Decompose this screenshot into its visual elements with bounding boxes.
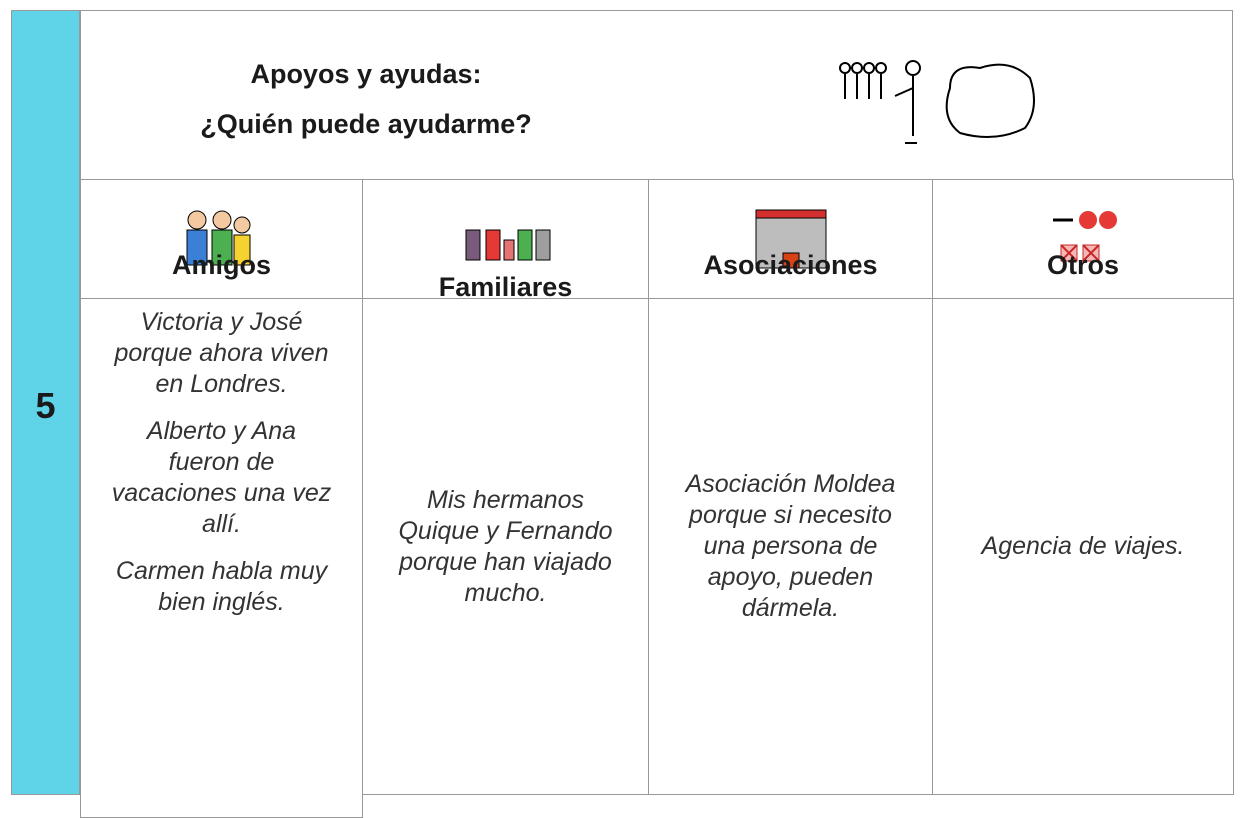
text-line: porque ahora viven xyxy=(114,339,329,367)
column-body: Asociación Moldea porque si necesito una p… xyxy=(648,298,933,795)
text-line: bien inglés. xyxy=(158,588,285,616)
column-header: Otros xyxy=(932,179,1234,299)
column-header: Familiares xyxy=(362,179,649,302)
text-line: en Londres. xyxy=(155,370,288,398)
text-line: apoyo, pueden xyxy=(707,563,874,591)
side-bar xyxy=(11,10,80,795)
column-header: Asociaciones xyxy=(648,179,933,299)
text-line: Victoria y José xyxy=(140,308,303,336)
text-line: Asociación Moldea xyxy=(685,470,896,498)
text-line: Carmen habla muy xyxy=(115,557,328,585)
body-paragraph: Agencia de viajes. xyxy=(982,531,1185,562)
body-paragraph: Alberto y Ana fueron de vacaciones una vez… xyxy=(112,416,332,540)
page: 5 Apoyos y ayudas: ¿Quién puede ayudarme… xyxy=(11,10,1234,818)
column-label: Asociaciones xyxy=(703,250,878,280)
text-line: porque si necesito xyxy=(689,501,892,529)
text-line: mucho. xyxy=(464,578,547,607)
text-line: fueron de xyxy=(168,448,275,476)
text-line: dármela. xyxy=(741,594,840,622)
column-icon xyxy=(755,209,826,269)
title-line: ¿Quién puede ayudarme? xyxy=(200,109,532,139)
header-icon xyxy=(839,60,1035,144)
body-paragraph: Carmen habla muy bien inglés. xyxy=(116,556,327,618)
body-paragraph: Mis hermanos Quique y Fernando porque han … xyxy=(398,485,612,609)
column-label: Familiares xyxy=(438,272,573,302)
text-line: una persona de xyxy=(703,532,878,560)
text-line: Quique y Fernando xyxy=(398,516,613,545)
header: Apoyos y ayudas: ¿Quién puede ayudarme? xyxy=(80,10,1233,180)
column-body: Victoria y José porque ahora viven en Lond… xyxy=(80,298,363,818)
text-line: Agencia de viajes. xyxy=(981,532,1185,560)
text-line: Alberto y Ana xyxy=(146,417,297,445)
column-header: Amigos xyxy=(80,179,363,299)
column-body: Mis hermanos Quique y Fernando porque han … xyxy=(362,298,649,795)
title-line: Apoyos y ayudas: xyxy=(250,59,482,89)
text-line: allí. xyxy=(202,510,241,538)
text-line: porque han viajado xyxy=(399,547,612,576)
column-icon xyxy=(465,229,550,261)
column-label: Otros xyxy=(1046,250,1119,280)
body-paragraph: Asociación Moldea porque si necesito una p… xyxy=(686,469,896,624)
text-line: Mis hermanos xyxy=(427,485,584,514)
column-label: Amigos xyxy=(171,250,271,280)
text-line: vacaciones una vez xyxy=(111,479,332,507)
column-body: Agencia de viajes. xyxy=(932,298,1234,795)
column-icon xyxy=(186,210,250,266)
column-icon xyxy=(1053,211,1117,262)
body-paragraph: Victoria y José porque ahora viven en Lond… xyxy=(114,307,328,400)
section-number: 5 xyxy=(35,385,56,426)
